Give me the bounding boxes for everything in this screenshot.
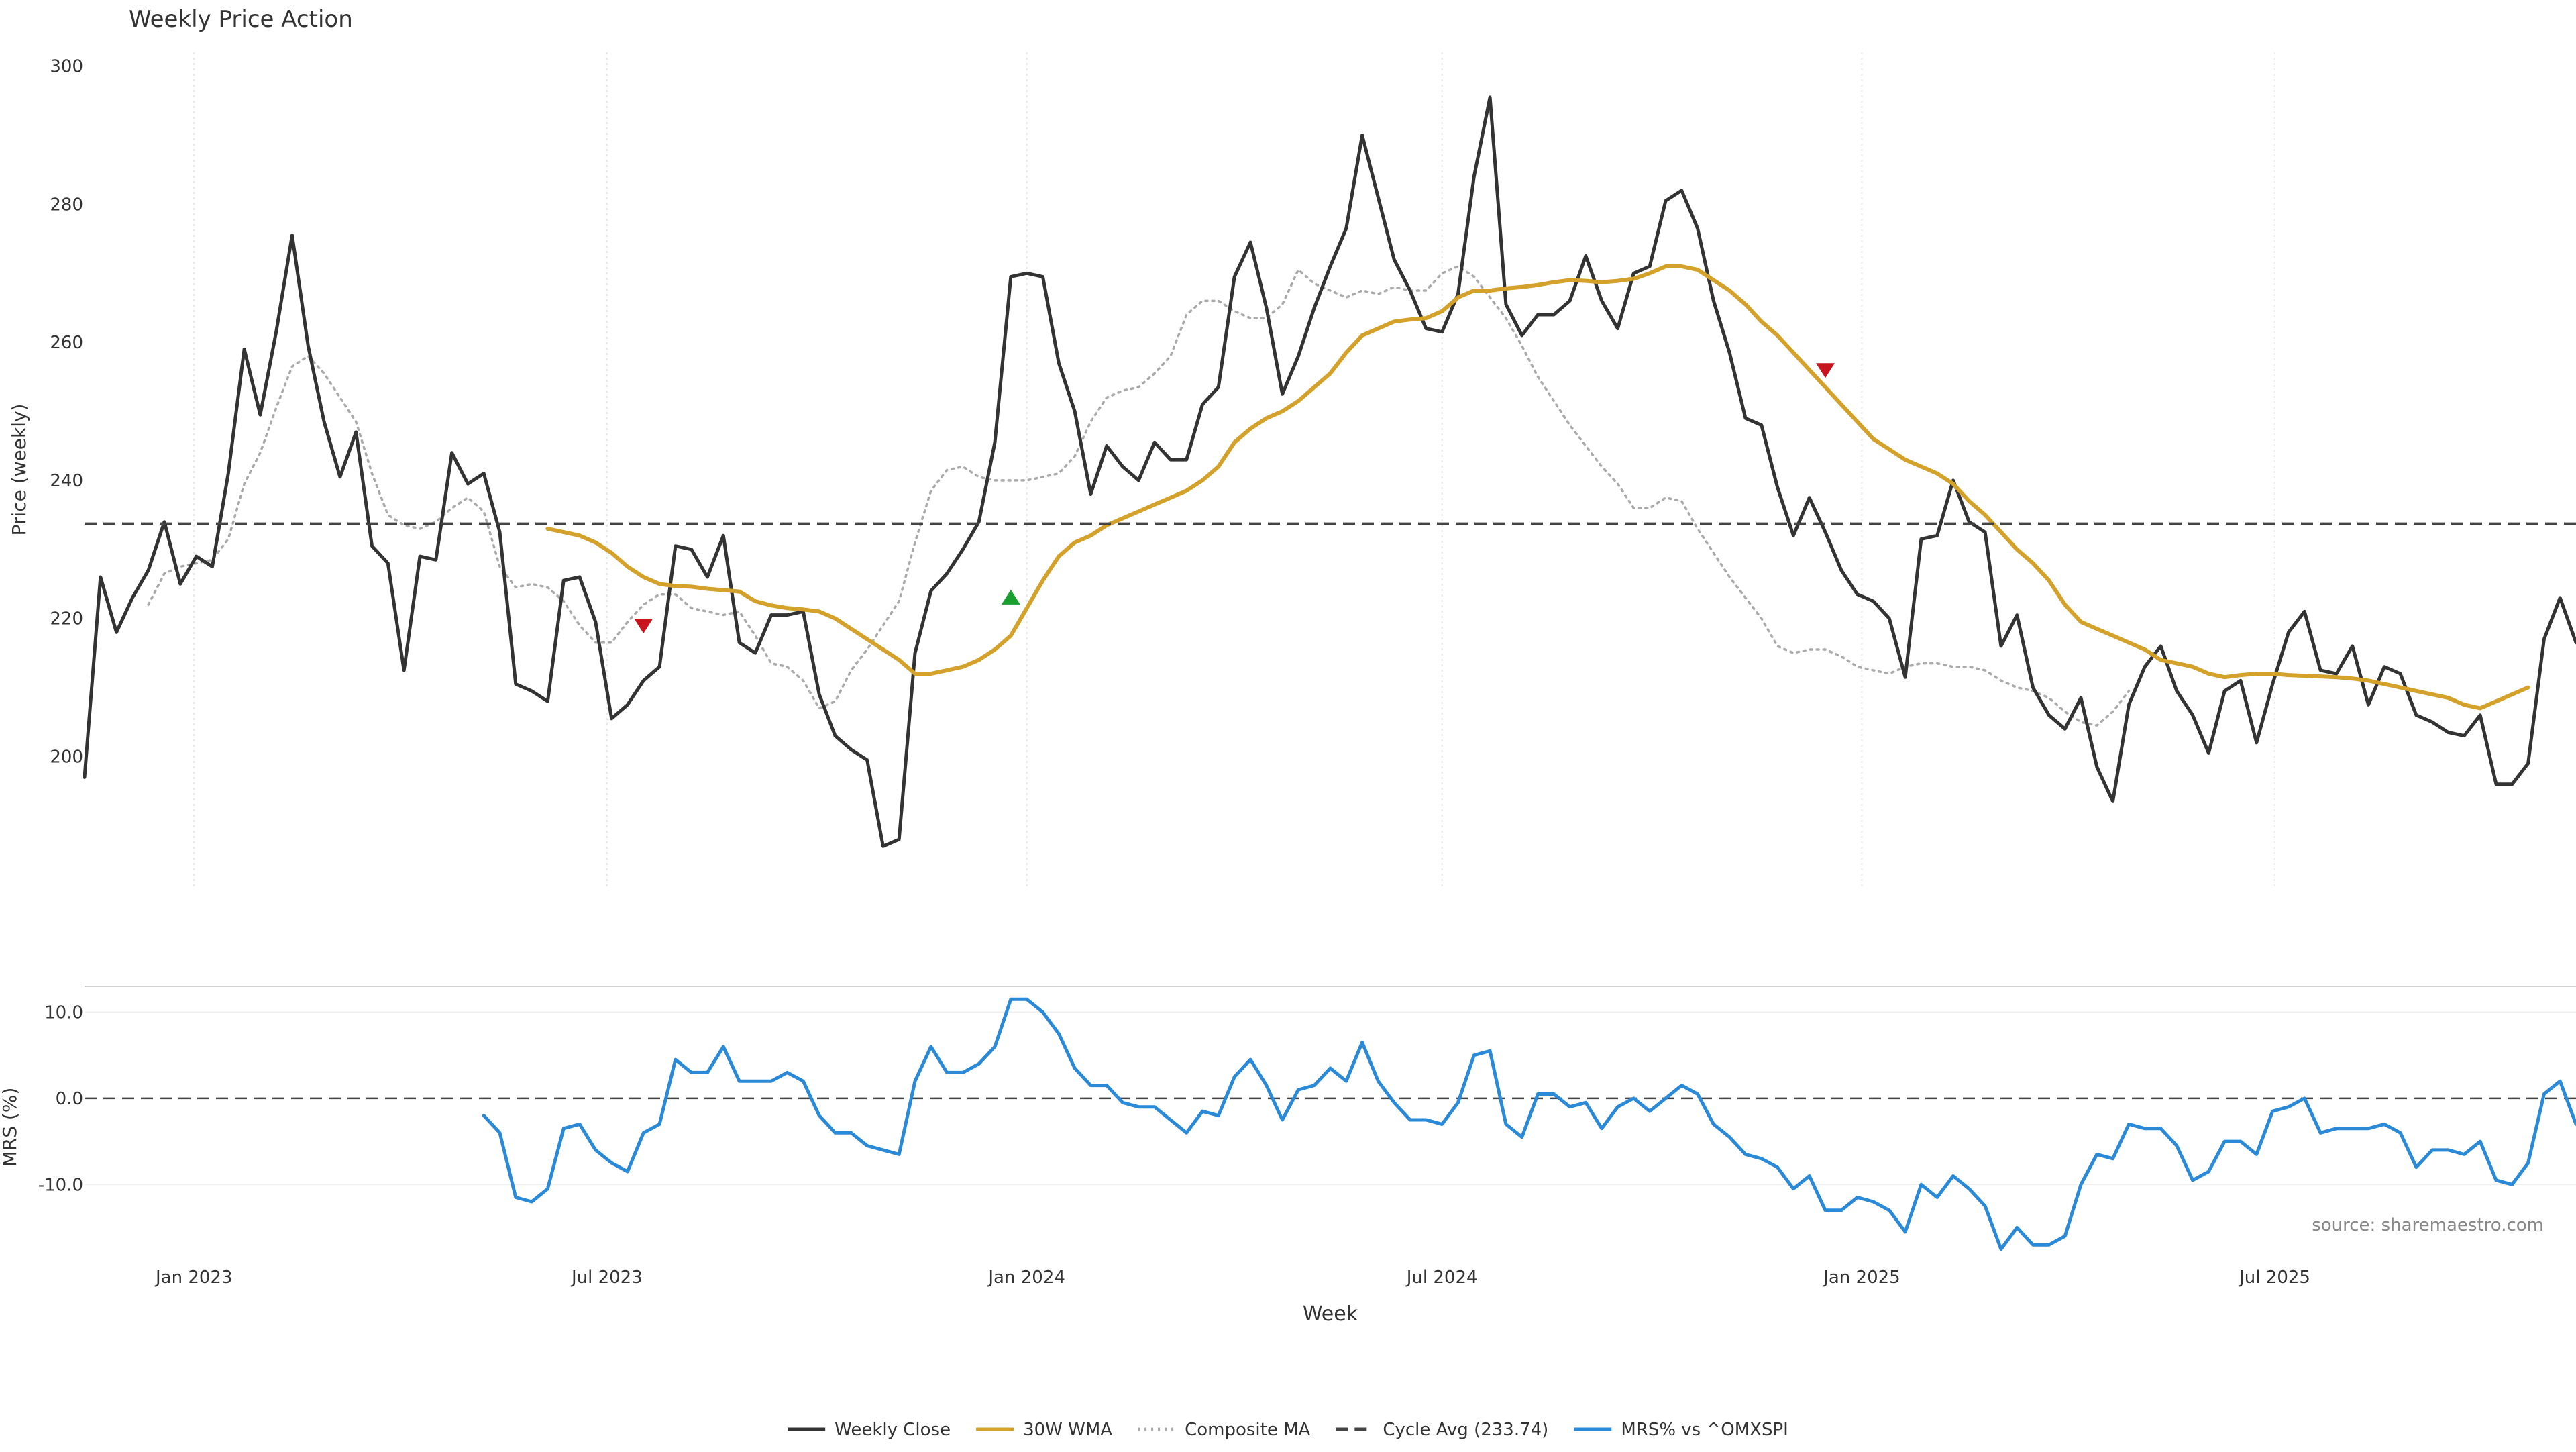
x-tick-label: Jan 2025 (1822, 1267, 1900, 1288)
mrs-y-tick-label: -10.0 (38, 1175, 83, 1195)
x-tick-label: Jul 2025 (2238, 1267, 2310, 1288)
legend-item: Composite MA (1138, 1420, 1311, 1440)
grid-layer (85, 52, 2576, 1186)
legend: Weekly Close 30W WMA Composite MA Cycle Avg… (788, 1420, 1788, 1440)
legend-label: 30W WMA (1023, 1420, 1112, 1440)
chart-title: Weekly Price Action (129, 6, 353, 33)
legend-label: MRS% vs ^OMXSPI (1621, 1420, 1788, 1440)
buy-signal-marker (1001, 589, 1020, 605)
legend-item: Weekly Close (788, 1420, 951, 1440)
sell-signal-marker (1816, 363, 1835, 378)
x-tick-label: Jan 2024 (987, 1267, 1065, 1288)
price-y-axis-label: Price (weekly) (8, 404, 30, 536)
x-axis-label: Week (1303, 1302, 1358, 1326)
x-tick-label: Jul 2024 (1405, 1267, 1478, 1288)
price-y-tick-label: 260 (50, 333, 83, 353)
weekly-close-line (83, 95, 2576, 848)
legend-item: 30W WMA (976, 1420, 1112, 1440)
source-note: source: sharemaestro.com (2312, 1215, 2544, 1235)
30w-wma-line (545, 264, 2530, 711)
price-y-tick-label: 220 (50, 609, 83, 629)
price-y-tick-label: 280 (50, 195, 83, 215)
composite-ma-line (147, 265, 2131, 727)
mrs-y-tick-label: 0.0 (56, 1089, 83, 1109)
series-layer (83, 95, 2576, 1251)
mrs-y-axis-label: MRS (%) (0, 1088, 21, 1168)
legend-item: Cycle Avg (233.74) (1336, 1420, 1548, 1440)
legend-item: MRS% vs ^OMXSPI (1574, 1420, 1788, 1440)
price-y-tick-label: 300 (50, 57, 83, 77)
sell-signal-marker (634, 619, 653, 634)
x-tick-label: Jan 2023 (154, 1267, 233, 1288)
x-tick-label: Jul 2023 (570, 1267, 643, 1288)
mrs-line (482, 997, 2576, 1251)
mrs-y-tick-label: 10.0 (44, 1003, 83, 1023)
legend-label: Composite MA (1185, 1420, 1310, 1440)
price-y-tick-label: 240 (50, 471, 83, 491)
axis-tick-layer: Jan 2023 Jul 2023 Jan 2024 Jul 2024 Jan 2025… (38, 57, 2310, 1288)
legend-label: Cycle Avg (233.74) (1383, 1420, 1548, 1440)
legend-label: Weekly Close (835, 1420, 951, 1440)
price-y-tick-label: 200 (50, 747, 83, 768)
